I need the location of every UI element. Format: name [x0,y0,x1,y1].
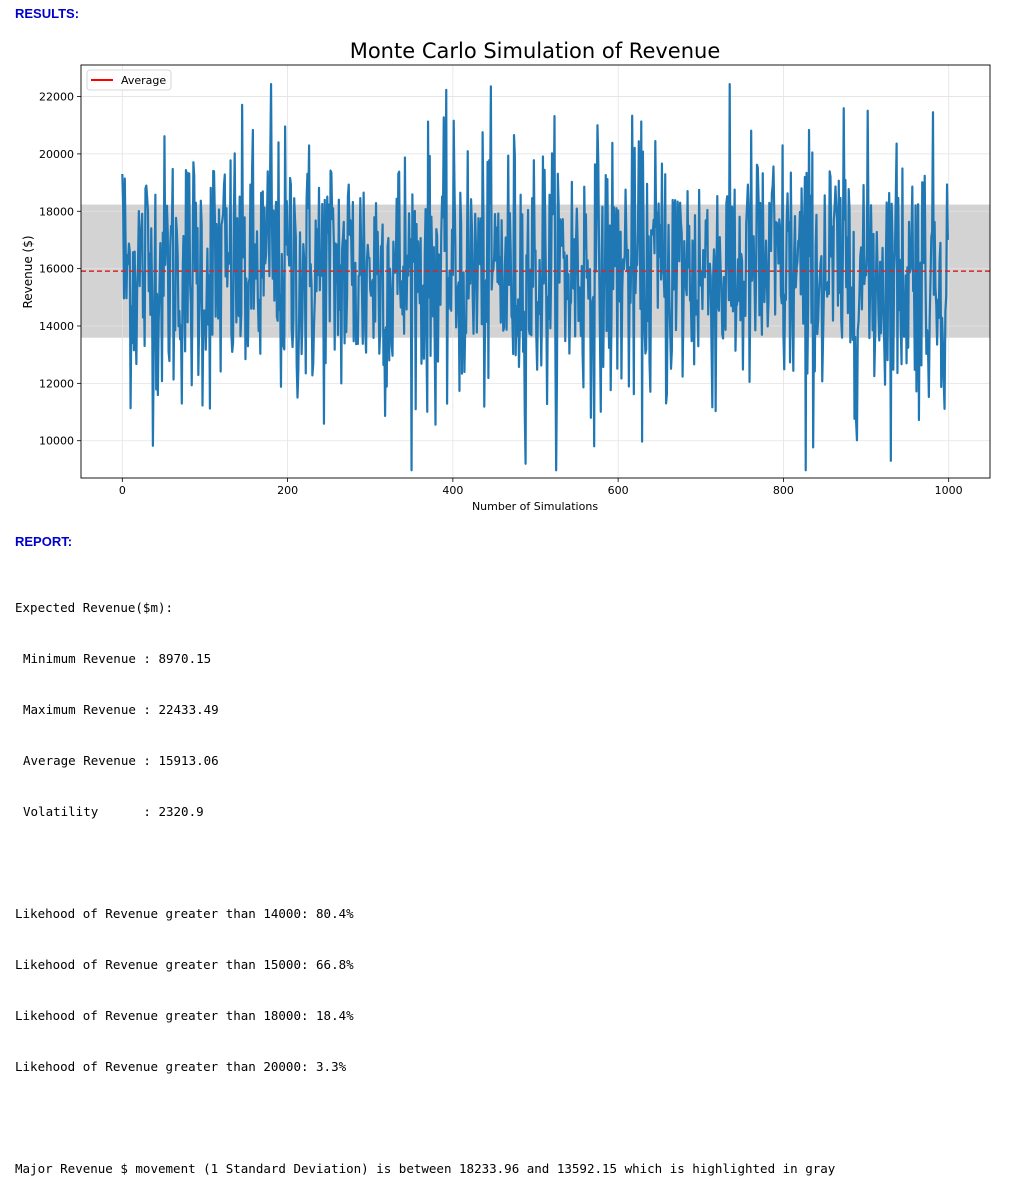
y-tick-label: 22000 [39,91,74,104]
series-line [121,83,949,472]
report-label: REPORT: [15,534,73,549]
y-tick-label: 12000 [39,377,74,390]
legend-label: Average [121,74,166,87]
y-tick-label: 20000 [39,148,74,161]
y-tick-label: 14000 [39,320,74,333]
report-stat-maximum: Maximum Revenue : 22433.49 [23,702,219,717]
x-axis-label: Number of Simulations [472,500,598,513]
chart: Monte Carlo Simulation of Revenue 0 200 40… [21,39,991,513]
results-label: RESULTS: [15,6,80,21]
report-likelihood-20000: Likehood of Revenue greater than 20000: … [15,1059,347,1074]
x-tick-label: 600 [608,484,629,497]
report-spacer [15,854,835,871]
report: Expected Revenue($m): Minimum Revenue : … [15,565,835,1194]
chart-title: Monte Carlo Simulation of Revenue [350,39,721,63]
x-tick-label: 400 [442,484,463,497]
report-header: Expected Revenue($m): [15,600,174,615]
legend-box [86,69,172,91]
report-stat-volatility: Volatility : 2320.9 [23,804,204,819]
x-tick-label: 800 [773,484,794,497]
report-likelihood-18000: Likehood of Revenue greater than 18000: … [15,1008,354,1023]
y-tick-label: 10000 [39,435,74,448]
report-summary: Major Revenue $ movement (1 Standard Dev… [15,1161,836,1176]
x-tick-label: 200 [277,484,298,497]
report-stat-average: Average Revenue : 15913.06 [23,753,219,768]
report-spacer [15,1109,835,1126]
report-likelihood-14000: Likehood of Revenue greater than 14000: … [15,906,354,921]
report-stat-minimum: Minimum Revenue : 8970.15 [23,651,212,666]
x-tick-label: 0 [119,484,126,497]
report-likelihood-15000: Likehood of Revenue greater than 15000: … [15,957,354,972]
y-tick-label: 18000 [39,205,74,218]
plot-frame [80,64,991,479]
x-tick-label: 1000 [935,484,963,497]
y-axis-label: Revenue ($) [21,235,35,308]
y-tick-label: 16000 [39,263,74,276]
